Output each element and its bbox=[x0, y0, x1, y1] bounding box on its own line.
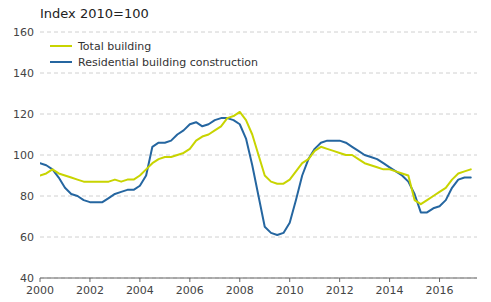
x-axis-line bbox=[40, 278, 477, 279]
x-tick bbox=[389, 278, 390, 282]
y-tick-label: 80 bbox=[20, 190, 34, 203]
x-tick bbox=[439, 278, 440, 282]
y-tick-label: 160 bbox=[13, 26, 34, 39]
x-tick-label: 2014 bbox=[376, 284, 404, 297]
legend: Total building Residential building const… bbox=[50, 40, 258, 69]
line bbox=[40, 118, 471, 235]
x-tick-label: 2008 bbox=[226, 284, 254, 297]
x-tick-label: 2016 bbox=[426, 284, 454, 297]
line bbox=[40, 112, 471, 204]
grid-line bbox=[40, 73, 477, 74]
y-tick-label: 60 bbox=[20, 231, 34, 244]
x-tick-label: 2002 bbox=[76, 284, 104, 297]
x-tick bbox=[239, 278, 240, 282]
grid-line bbox=[40, 32, 477, 33]
x-tick-label: 2000 bbox=[26, 284, 54, 297]
x-tick-label: 2012 bbox=[326, 284, 354, 297]
title: Index 2010=100 bbox=[40, 6, 149, 21]
y-tick-label: 100 bbox=[13, 149, 34, 162]
y-tick-label: 120 bbox=[13, 108, 34, 121]
legend-swatch bbox=[50, 45, 72, 47]
x-tick bbox=[139, 278, 140, 282]
x-tick bbox=[289, 278, 290, 282]
grid-line bbox=[40, 278, 477, 279]
x-tick bbox=[89, 278, 90, 282]
grid-line bbox=[40, 114, 477, 115]
x-tick-label: 2004 bbox=[126, 284, 154, 297]
plot-area bbox=[40, 112, 471, 235]
x-tick-label: 2010 bbox=[276, 284, 304, 297]
x-tick-label: 2006 bbox=[176, 284, 204, 297]
x-tick bbox=[189, 278, 190, 282]
legend-swatch bbox=[50, 61, 72, 63]
x-tick bbox=[339, 278, 340, 282]
x-tick bbox=[40, 278, 41, 282]
axes: 4060801001201401602000200220042006200820… bbox=[13, 26, 477, 297]
legend-label: Residential building construction bbox=[78, 56, 258, 69]
legend-label: Total building bbox=[77, 40, 151, 53]
y-tick-label: 140 bbox=[13, 67, 34, 80]
chart: Index 2010=10040608010012014016020002002… bbox=[0, 0, 491, 302]
grid-line bbox=[40, 237, 477, 238]
